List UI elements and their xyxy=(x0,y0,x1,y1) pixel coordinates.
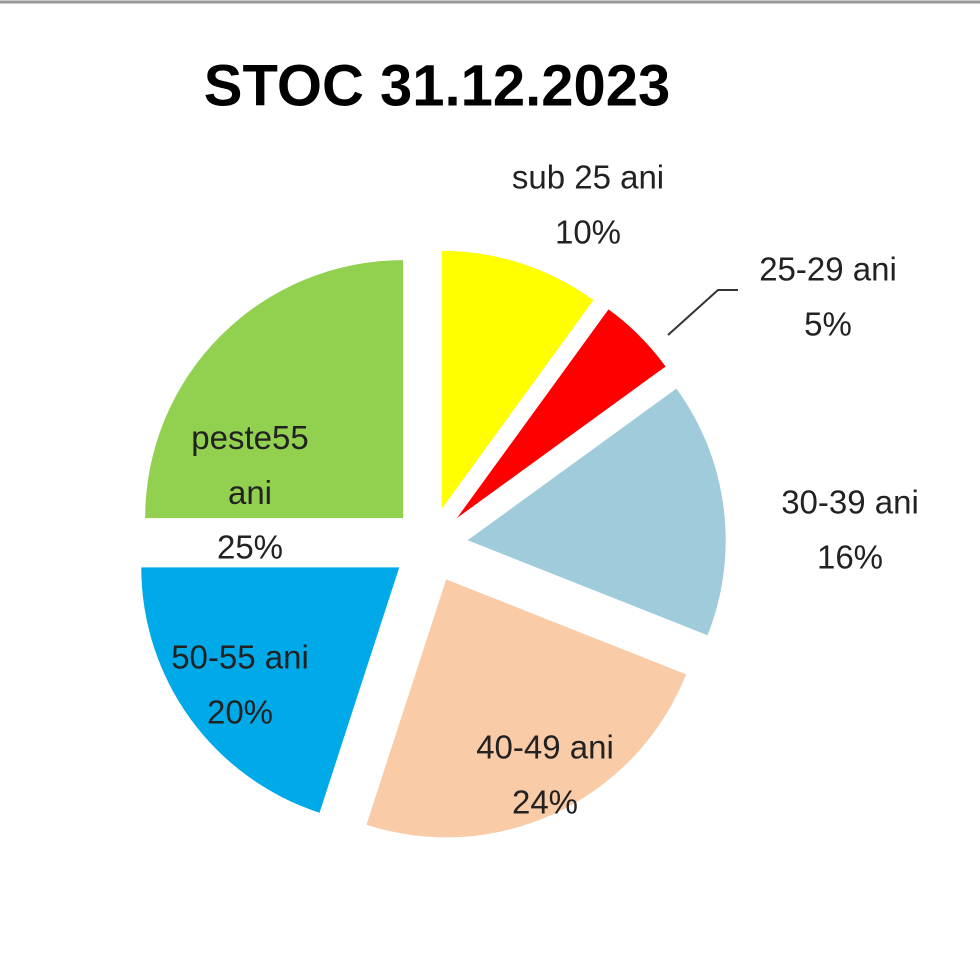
slice-value-label: 25% xyxy=(217,529,283,566)
slice-label: peste55 ani xyxy=(191,419,308,511)
slice-label: sub 25 ani xyxy=(512,159,664,196)
pie-slice xyxy=(441,250,594,509)
pie-slice xyxy=(366,579,687,838)
slice-value-label: 5% xyxy=(804,306,852,343)
leader-line xyxy=(667,289,738,336)
slice-label: 40-49 ani xyxy=(476,729,614,766)
slice-value-label: 16% xyxy=(817,539,883,576)
pie-slice xyxy=(141,567,400,813)
slice-label: 50-55 ani xyxy=(171,639,309,676)
slice-value-label: 20% xyxy=(207,694,273,731)
chart-title: STOC 31.12.2023 xyxy=(204,53,670,118)
slice-value-label: 10% xyxy=(555,214,621,251)
pie-slice xyxy=(145,260,404,519)
slice-value-label: 24% xyxy=(512,784,578,821)
slice-label: 30-39 ani xyxy=(781,484,919,521)
pie-slice xyxy=(467,388,726,636)
pie-slice xyxy=(456,309,666,519)
slice-label: 25-29 ani xyxy=(759,251,897,288)
